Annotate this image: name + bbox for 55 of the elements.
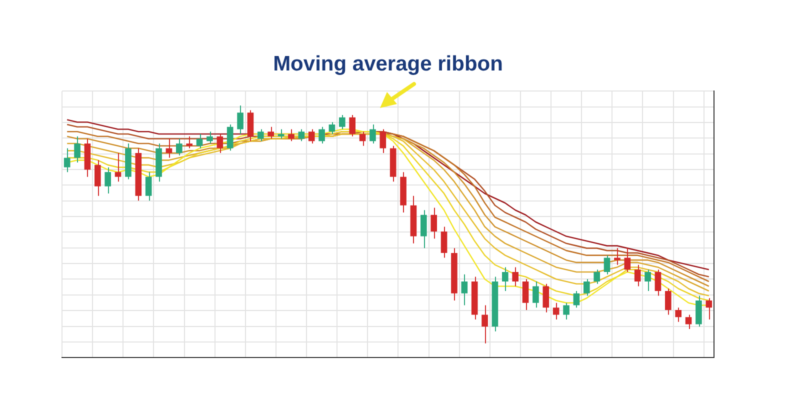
candlestick (696, 295, 702, 328)
candlestick (308, 128, 315, 144)
candlestick (145, 172, 152, 202)
candlestick (370, 124, 376, 144)
candlestick (532, 280, 539, 308)
candlestick (461, 274, 468, 306)
candlestick (675, 307, 682, 322)
candlestick (288, 128, 294, 142)
candlestick (298, 128, 305, 142)
candlestick (64, 148, 70, 173)
candlestick (706, 298, 712, 320)
candlestick (166, 138, 172, 158)
candlestick (604, 254, 610, 275)
candlestick (104, 166, 111, 194)
chart-title: Moving average ribbon (273, 52, 503, 76)
candlestick (258, 128, 264, 142)
candlestick (522, 278, 529, 311)
candlestick (634, 264, 641, 287)
candlestick (94, 160, 101, 196)
candlestick (339, 114, 346, 130)
candlestick (512, 266, 518, 287)
candlestick (594, 269, 600, 284)
candlestick (440, 226, 448, 258)
candlestick (482, 304, 488, 344)
candlestick (359, 131, 366, 146)
candlestick (573, 290, 580, 308)
candlestick (563, 302, 570, 320)
candlestick (176, 138, 182, 156)
candlestick (206, 131, 213, 144)
candlestick (226, 124, 234, 152)
candlestick (420, 210, 427, 249)
candlestick (186, 136, 192, 149)
candlestick (237, 104, 244, 135)
candlestick (278, 128, 284, 140)
candlestick (216, 134, 224, 154)
candlestick (542, 283, 550, 313)
candlestick (247, 110, 254, 142)
candlestick (665, 288, 672, 316)
candlestick (318, 126, 325, 144)
candlestick (614, 248, 620, 266)
candlestick (654, 269, 662, 296)
candlestick (328, 122, 336, 135)
candlestick (74, 136, 80, 164)
candlestick (685, 314, 692, 330)
candlestick (268, 126, 274, 140)
candlestick (380, 128, 386, 154)
candlestick (552, 302, 560, 320)
candlestick (502, 266, 508, 292)
candlestick (584, 278, 590, 296)
candlestick (114, 152, 122, 182)
candlestick (430, 207, 437, 240)
candlestick (349, 114, 356, 137)
candlestick (644, 269, 651, 292)
candlestick (196, 134, 203, 149)
candlestick (624, 248, 631, 272)
